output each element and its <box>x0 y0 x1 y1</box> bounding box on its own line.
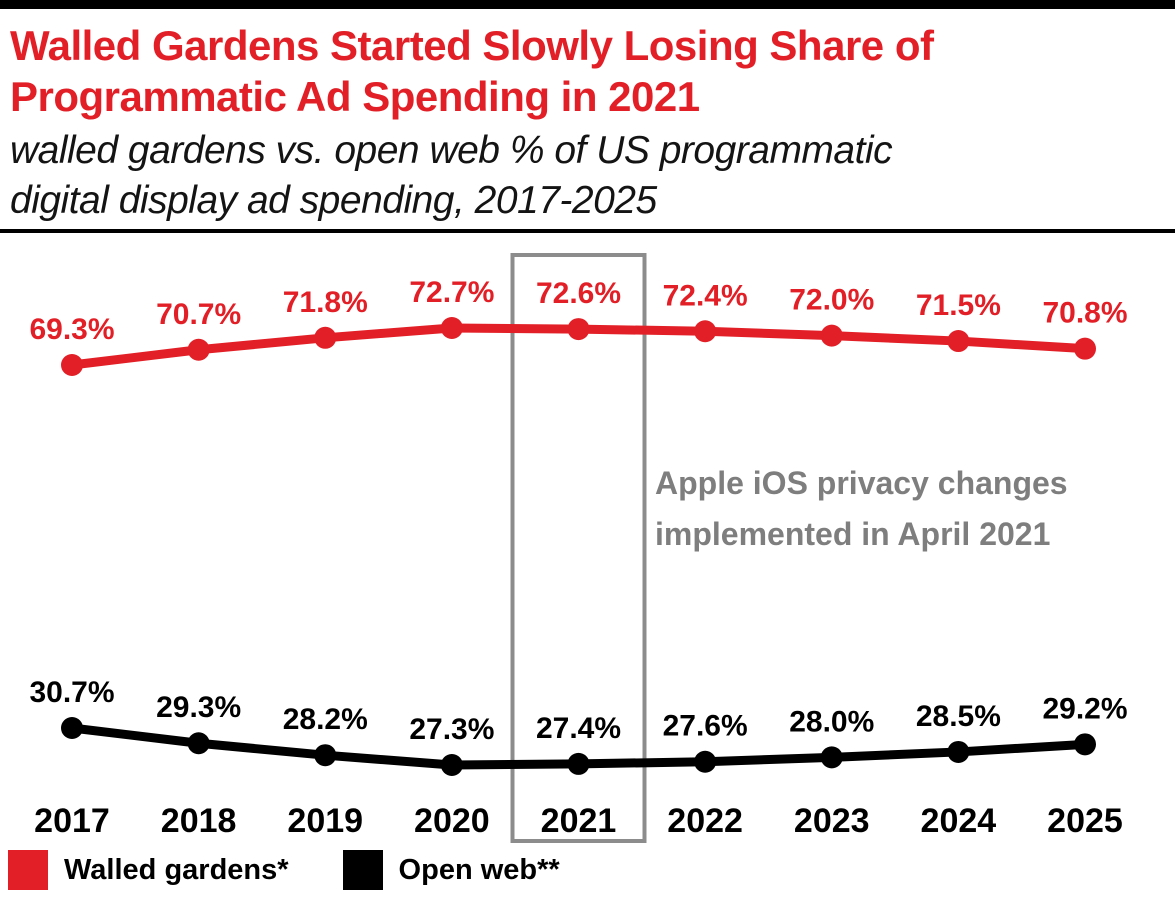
x-axis-label: 2017 <box>34 802 110 840</box>
value-label: 71.8% <box>283 286 368 319</box>
top-border <box>0 0 1175 9</box>
header-divider <box>0 229 1175 233</box>
value-label: 72.0% <box>789 284 874 317</box>
annotation-line-1: Apple iOS privacy changes <box>655 465 1068 501</box>
data-point <box>1074 337 1096 360</box>
data-point <box>440 754 463 776</box>
value-label: 71.5% <box>916 289 1001 322</box>
data-point <box>567 752 590 775</box>
value-label: 30.7% <box>29 676 114 709</box>
data-point <box>567 318 590 341</box>
legend: Walled gardens* Open web** <box>8 850 560 890</box>
data-point <box>1074 733 1096 756</box>
legend-swatch-open-web <box>342 850 383 890</box>
data-point <box>61 354 83 376</box>
x-axis-label: 2021 <box>541 802 617 840</box>
chart-title: Walled Gardens Started Slowly Losing Sha… <box>10 20 934 122</box>
subtitle-line-1: walled gardens vs. open web % of US prog… <box>10 129 893 172</box>
x-axis-label: 2019 <box>287 802 363 840</box>
x-axis-label: 2022 <box>667 802 743 840</box>
value-label: 72.4% <box>663 279 748 312</box>
value-label: 72.6% <box>536 277 621 310</box>
data-point <box>61 717 83 739</box>
line-chart: 69.3% 70.7% 71.8% 72.7% 72.6% 72.4% 72.0% 71.5%… <box>29 253 1128 843</box>
legend-swatch-walled-gardens <box>8 850 48 890</box>
data-point <box>820 324 843 347</box>
legend-label-open-web: Open web** <box>398 853 560 886</box>
value-label: 72.7% <box>409 276 494 309</box>
value-label: 27.4% <box>536 712 621 745</box>
highlight-box-2021 <box>510 253 647 843</box>
data-point <box>187 338 210 361</box>
value-label: 28.2% <box>283 703 368 736</box>
title-line-1: Walled Gardens Started Slowly Losing Sha… <box>10 22 934 69</box>
data-point <box>314 326 337 349</box>
value-label: 29.2% <box>1042 692 1127 725</box>
data-point <box>314 744 337 767</box>
data-point <box>187 732 210 755</box>
legend-label-walled-gardens: Walled gardens* <box>64 853 289 886</box>
value-label: 70.7% <box>156 298 241 331</box>
value-label: 28.0% <box>789 705 874 738</box>
annotation: Apple iOS privacy changes implemented in… <box>655 458 1068 560</box>
chart-area: 69.3% 70.7% 71.8% 72.7% 72.6% 72.4% 72.0% 71.5%… <box>0 236 1175 850</box>
value-label: 27.6% <box>663 710 748 743</box>
data-point <box>947 330 970 353</box>
value-label: 27.3% <box>409 713 494 746</box>
data-point <box>694 320 717 343</box>
annotation-line-2: implemented in April 2021 <box>655 516 1051 552</box>
x-axis-label: 2025 <box>1047 802 1123 840</box>
value-label: 70.8% <box>1042 297 1127 330</box>
value-label: 69.3% <box>29 313 114 346</box>
x-axis-label: 2023 <box>794 802 870 840</box>
value-label: 29.3% <box>156 691 241 724</box>
subtitle-line-2: digital display ad spending, 2017-2025 <box>10 179 657 222</box>
data-point <box>694 750 717 773</box>
x-axis-label: 2020 <box>414 802 490 840</box>
data-point <box>820 746 843 769</box>
title-line-2: Programmatic Ad Spending in 2021 <box>10 73 700 120</box>
data-point <box>947 740 970 763</box>
x-axis-label: 2018 <box>161 802 237 840</box>
data-point <box>440 317 463 339</box>
x-axis-label: 2024 <box>921 802 997 840</box>
value-label: 28.5% <box>916 700 1001 733</box>
chart-subtitle: walled gardens vs. open web % of US prog… <box>10 126 893 226</box>
